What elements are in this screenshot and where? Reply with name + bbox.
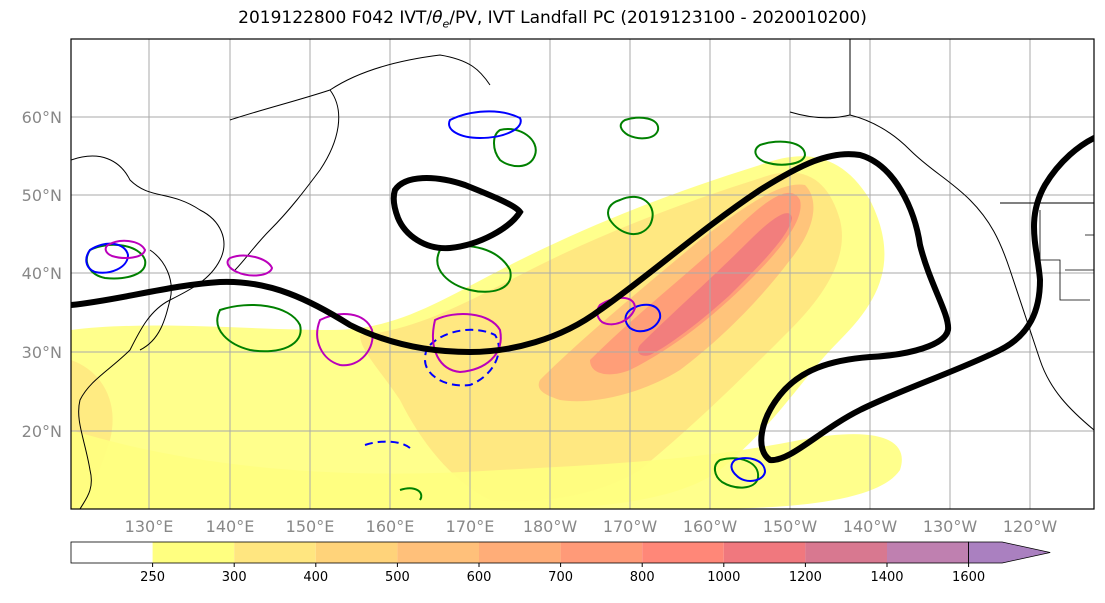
theta-contour — [714, 457, 760, 489]
theta-contour — [436, 245, 512, 293]
colorbar-tick-label: 700 — [548, 570, 573, 585]
pv-contour-blue — [624, 303, 662, 333]
colorbar-tick-label: 1600 — [952, 570, 985, 585]
theta-contour — [493, 128, 537, 168]
colorbar-segment — [560, 542, 643, 563]
colorbar-tick-label: 1200 — [789, 570, 822, 585]
pv-contour-purple — [432, 313, 502, 374]
pv-contour-purple — [226, 254, 274, 277]
colorbar-tick-label: 250 — [140, 570, 165, 585]
theta-contour — [607, 195, 654, 235]
lon-label: 160°E — [366, 517, 415, 536]
coastlines — [71, 39, 1094, 509]
theta-contour — [216, 304, 302, 353]
pv-contour-blue — [448, 110, 522, 140]
colorbar-tick-label: 1400 — [870, 570, 903, 585]
lon-label: 180°W — [523, 517, 578, 536]
pv-contour-blue-dashed — [364, 440, 411, 449]
theta-contour — [399, 487, 423, 501]
lon-label: 150°E — [286, 517, 335, 536]
lon-label: 120°W — [1003, 517, 1058, 536]
lat-label: 40°N — [22, 264, 62, 283]
colorbar-frame — [70, 541, 969, 564]
lon-label: 130°E — [125, 517, 174, 536]
colorbar: 250 300 400 500 600 700 800 1000 1200 1400 1600 — [70, 541, 1051, 585]
lon-label: 140°W — [843, 517, 898, 536]
pv-contour-blue-dashed — [423, 328, 500, 387]
ivt-band-600 — [590, 192, 801, 375]
theta-e-contours — [85, 116, 807, 501]
colorbar-segment — [887, 542, 969, 563]
pv-contour-purple — [104, 239, 147, 259]
colorbar-tick-label: 400 — [303, 570, 328, 585]
lat-label: 30°N — [22, 343, 62, 362]
coast-chukotka — [329, 54, 491, 91]
theta-contour — [754, 140, 807, 166]
colorbar-segment — [152, 542, 235, 563]
pc-contour-main — [71, 135, 1094, 464]
colorbar-segment — [315, 542, 398, 563]
lat-label: 50°N — [22, 186, 62, 205]
colorbar-segment — [642, 542, 724, 563]
border-states — [1039, 210, 1094, 301]
lon-label: 170°E — [446, 517, 495, 536]
ivt-band-south — [71, 430, 902, 509]
lon-label: 130°W — [923, 517, 978, 536]
pv-contours — [85, 110, 767, 482]
lon-label: 140°E — [206, 517, 255, 536]
coast-alaska — [849, 39, 1094, 431]
title-prefix: 2019122800 F042 IVT/ — [238, 8, 433, 28]
colorbar-segment — [723, 542, 806, 563]
map-frame — [70, 38, 1095, 510]
theta-contour — [619, 116, 660, 140]
lat-label: 20°N — [22, 422, 62, 441]
lat-label: 60°N — [22, 108, 62, 127]
map-title: 2019122800 F042 IVT/θe/PV, IVT Landfall … — [0, 8, 1105, 30]
pv-contour-purple — [316, 313, 374, 367]
coast-japan — [139, 249, 172, 351]
colorbar-extend-arrow — [968, 541, 1051, 564]
longitude-labels: 130°E 140°E 150°E 160°E 170°E 180°W 170°… — [125, 517, 1058, 536]
colorbar-segment — [71, 542, 153, 563]
coast-alaska-bay — [789, 111, 851, 119]
lon-label: 160°W — [683, 517, 738, 536]
title-theta-sub: e — [442, 17, 450, 31]
ivt-landfall-pc — [71, 135, 1094, 464]
colorbar-tick-label: 500 — [385, 570, 410, 585]
colorbar-tick-label: 1000 — [707, 570, 740, 585]
lon-label: 170°W — [603, 517, 658, 536]
ivt-shading — [71, 156, 902, 509]
pv-contour-blue — [730, 457, 767, 482]
colorbar-tick-label: 600 — [467, 570, 492, 585]
latitude-labels: 60°N 50°N 40°N 30°N 20°N — [22, 108, 62, 441]
colorbar-segment — [479, 542, 561, 563]
map-panel — [70, 38, 1095, 510]
title-theta: θ — [432, 8, 443, 28]
pv-contour-blue — [85, 242, 130, 274]
colorbar-tick-label: 300 — [222, 570, 247, 585]
ivt-band-800 — [638, 213, 792, 356]
pc-contour-loop — [390, 175, 524, 252]
colorbar-segment — [234, 542, 316, 563]
colorbar-segment — [805, 542, 887, 563]
colorbar-segment — [397, 542, 479, 563]
title-suffix: /PV, IVT Landfall PC (2019123100 - 20200… — [449, 8, 867, 28]
lon-label: 150°W — [763, 517, 818, 536]
colorbar-tick-label: 800 — [630, 570, 655, 585]
coast-kamchatka — [229, 89, 340, 271]
